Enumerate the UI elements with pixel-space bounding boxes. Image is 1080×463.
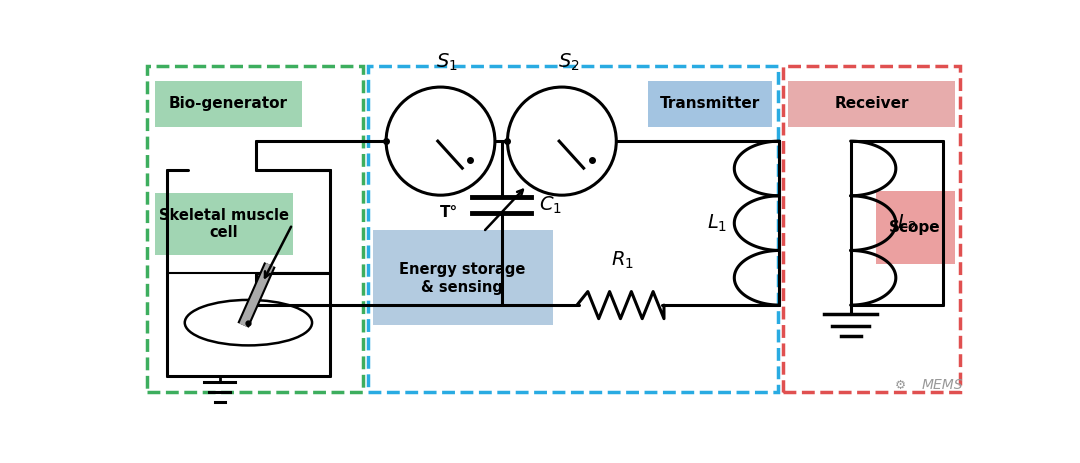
Text: $R_1$: $R_1$ [610, 250, 634, 271]
Bar [147, 66, 363, 393]
Text: Receiver: Receiver [835, 96, 908, 111]
Text: Scope: Scope [889, 220, 941, 235]
Text: ⚙: ⚙ [895, 379, 906, 392]
Text: Bio-generator: Bio-generator [168, 96, 287, 111]
Text: $S_2$: $S_2$ [557, 51, 579, 73]
Text: $S_1$: $S_1$ [436, 51, 458, 73]
Bar [156, 193, 293, 255]
Text: Transmitter: Transmitter [660, 96, 760, 111]
Bar [788, 81, 956, 127]
Bar [373, 230, 553, 325]
Text: Skeletal muscle
cell: Skeletal muscle cell [159, 208, 288, 240]
Bar [876, 191, 956, 264]
Text: MEMS: MEMS [922, 378, 963, 392]
Text: $L_1$: $L_1$ [706, 213, 727, 234]
Text: $L_2$: $L_2$ [896, 213, 917, 234]
Bar [648, 81, 772, 127]
Text: T°: T° [440, 205, 458, 220]
Bar [783, 66, 960, 393]
Text: $C_1$: $C_1$ [539, 194, 563, 216]
Bar [156, 81, 301, 127]
Bar [367, 66, 778, 393]
Text: Energy storage
& sensing: Energy storage & sensing [400, 262, 526, 294]
